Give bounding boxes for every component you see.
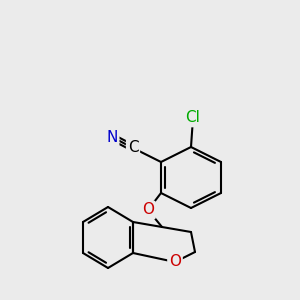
Text: N: N [106, 130, 118, 145]
Text: O: O [169, 254, 181, 269]
Text: O: O [142, 202, 154, 217]
Text: C: C [128, 140, 138, 155]
Text: Cl: Cl [186, 110, 200, 125]
